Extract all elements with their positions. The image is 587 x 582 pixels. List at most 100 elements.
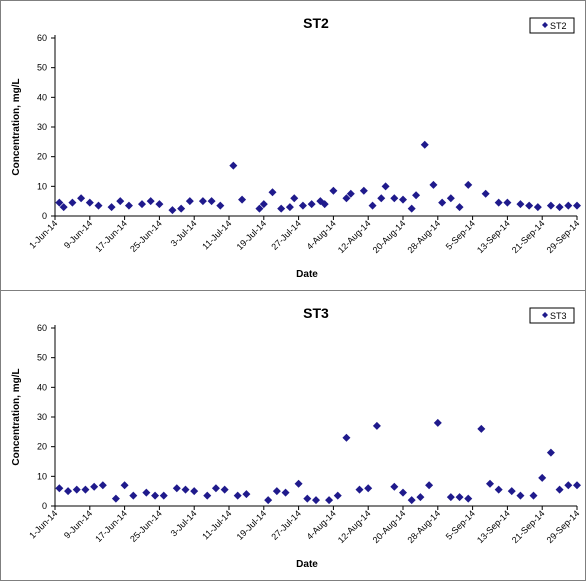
data-point [90, 482, 99, 491]
data-point [573, 201, 581, 210]
x-tick-label: 4-Aug-14 [305, 218, 338, 251]
data-point [342, 433, 351, 442]
data-point [181, 485, 190, 494]
data-point [172, 484, 181, 493]
data-point [333, 491, 342, 500]
data-point [407, 204, 416, 213]
data-point [242, 490, 251, 499]
data-point [446, 493, 455, 502]
data-point [64, 487, 73, 496]
data-point [486, 479, 494, 488]
data-point [355, 485, 364, 494]
data-point [159, 491, 168, 500]
y-tick-label: 0 [42, 211, 47, 221]
x-tick-label: 3-Jul-14 [169, 508, 199, 538]
x-tick-label: 19-Jul-14 [235, 218, 269, 252]
legend-marker [542, 22, 548, 28]
chart-title: ST3 [303, 305, 329, 321]
data-point [120, 481, 129, 490]
data-point [281, 488, 290, 497]
x-tick-label: 4-Aug-14 [305, 508, 338, 541]
y-tick-label: 0 [42, 501, 47, 511]
data-point [198, 197, 207, 206]
data-point [220, 485, 229, 494]
data-point [555, 203, 564, 212]
data-point [377, 194, 386, 203]
data-point [142, 488, 151, 497]
data-point [525, 201, 534, 210]
data-point [494, 485, 503, 494]
x-tick-label: 11-Jul-14 [200, 508, 233, 541]
y-tick-label: 50 [37, 63, 47, 73]
y-tick-label: 30 [37, 412, 47, 422]
data-point [72, 485, 81, 494]
data-point [329, 186, 338, 195]
data-point [529, 491, 538, 500]
x-tick-label: 25-Jun-14 [128, 218, 164, 254]
x-tick-label: 17-Jun-14 [93, 508, 129, 544]
data-point [455, 493, 464, 502]
data-point [390, 194, 399, 203]
data-point [481, 189, 490, 198]
data-point [538, 473, 547, 482]
data-point [494, 198, 503, 207]
y-tick-label: 40 [37, 92, 47, 102]
x-tick-label: 17-Jun-14 [93, 218, 129, 254]
data-point [564, 481, 573, 490]
data-point [259, 200, 268, 209]
x-tick-label: 1-Jun-14 [27, 508, 59, 540]
data-point [438, 198, 447, 207]
data-point [177, 204, 186, 213]
data-point [190, 487, 199, 496]
data-point [399, 195, 407, 204]
x-tick-label: 27-Jul-14 [269, 218, 303, 252]
data-point [312, 496, 320, 505]
data-point [516, 200, 525, 209]
data-point [368, 201, 377, 210]
data-point [464, 180, 473, 189]
data-point [420, 140, 429, 149]
data-point [503, 198, 512, 207]
data-point [94, 201, 103, 210]
data-point [346, 189, 355, 198]
x-tick-label: 1-Jun-14 [27, 218, 59, 250]
data-point [455, 203, 464, 212]
y-tick-label: 20 [37, 442, 47, 452]
x-tick-label: 29-Sep-14 [545, 508, 582, 545]
data-point [320, 200, 329, 209]
x-tick-label: 19-Jul-14 [235, 508, 269, 542]
data-point [77, 194, 86, 203]
y-tick-label: 60 [37, 33, 47, 43]
data-point [81, 485, 90, 494]
x-tick-label: 28-Aug-14 [405, 508, 442, 545]
chart-panel-st2: ST2 0 10 20 30 40 50 60 1-Jun-14 9-Jun-14 17-Jun-1… [0, 0, 586, 291]
x-tick-label: 11-Jul-14 [200, 218, 233, 251]
legend-box [529, 307, 575, 324]
data-point [68, 198, 77, 207]
data-point [412, 191, 421, 200]
x-tick-label: 28-Aug-14 [405, 218, 442, 255]
x-tick-label: 5-Sep-14 [444, 508, 477, 541]
x-tick-label: 20-Aug-14 [371, 218, 408, 255]
chart-title: ST2 [303, 15, 329, 31]
data-point [298, 201, 307, 210]
data-point [138, 200, 146, 209]
data-point [294, 479, 303, 488]
y-tick-label: 60 [37, 323, 47, 333]
data-point [59, 203, 68, 212]
data-point [264, 496, 273, 505]
data-point [546, 201, 555, 210]
x-tick-label: 27-Jul-14 [269, 508, 303, 542]
data-point [307, 200, 316, 209]
data-point [303, 494, 312, 503]
data-point [516, 491, 525, 500]
data-point [533, 203, 542, 212]
data-point [111, 494, 120, 503]
data-point [381, 182, 390, 191]
x-axis-title: Date [296, 269, 318, 280]
data-point [129, 491, 138, 500]
data-point [364, 484, 373, 493]
legend: ST3 [529, 307, 575, 324]
y-axis-title: Concentration, mg/L [11, 78, 22, 175]
